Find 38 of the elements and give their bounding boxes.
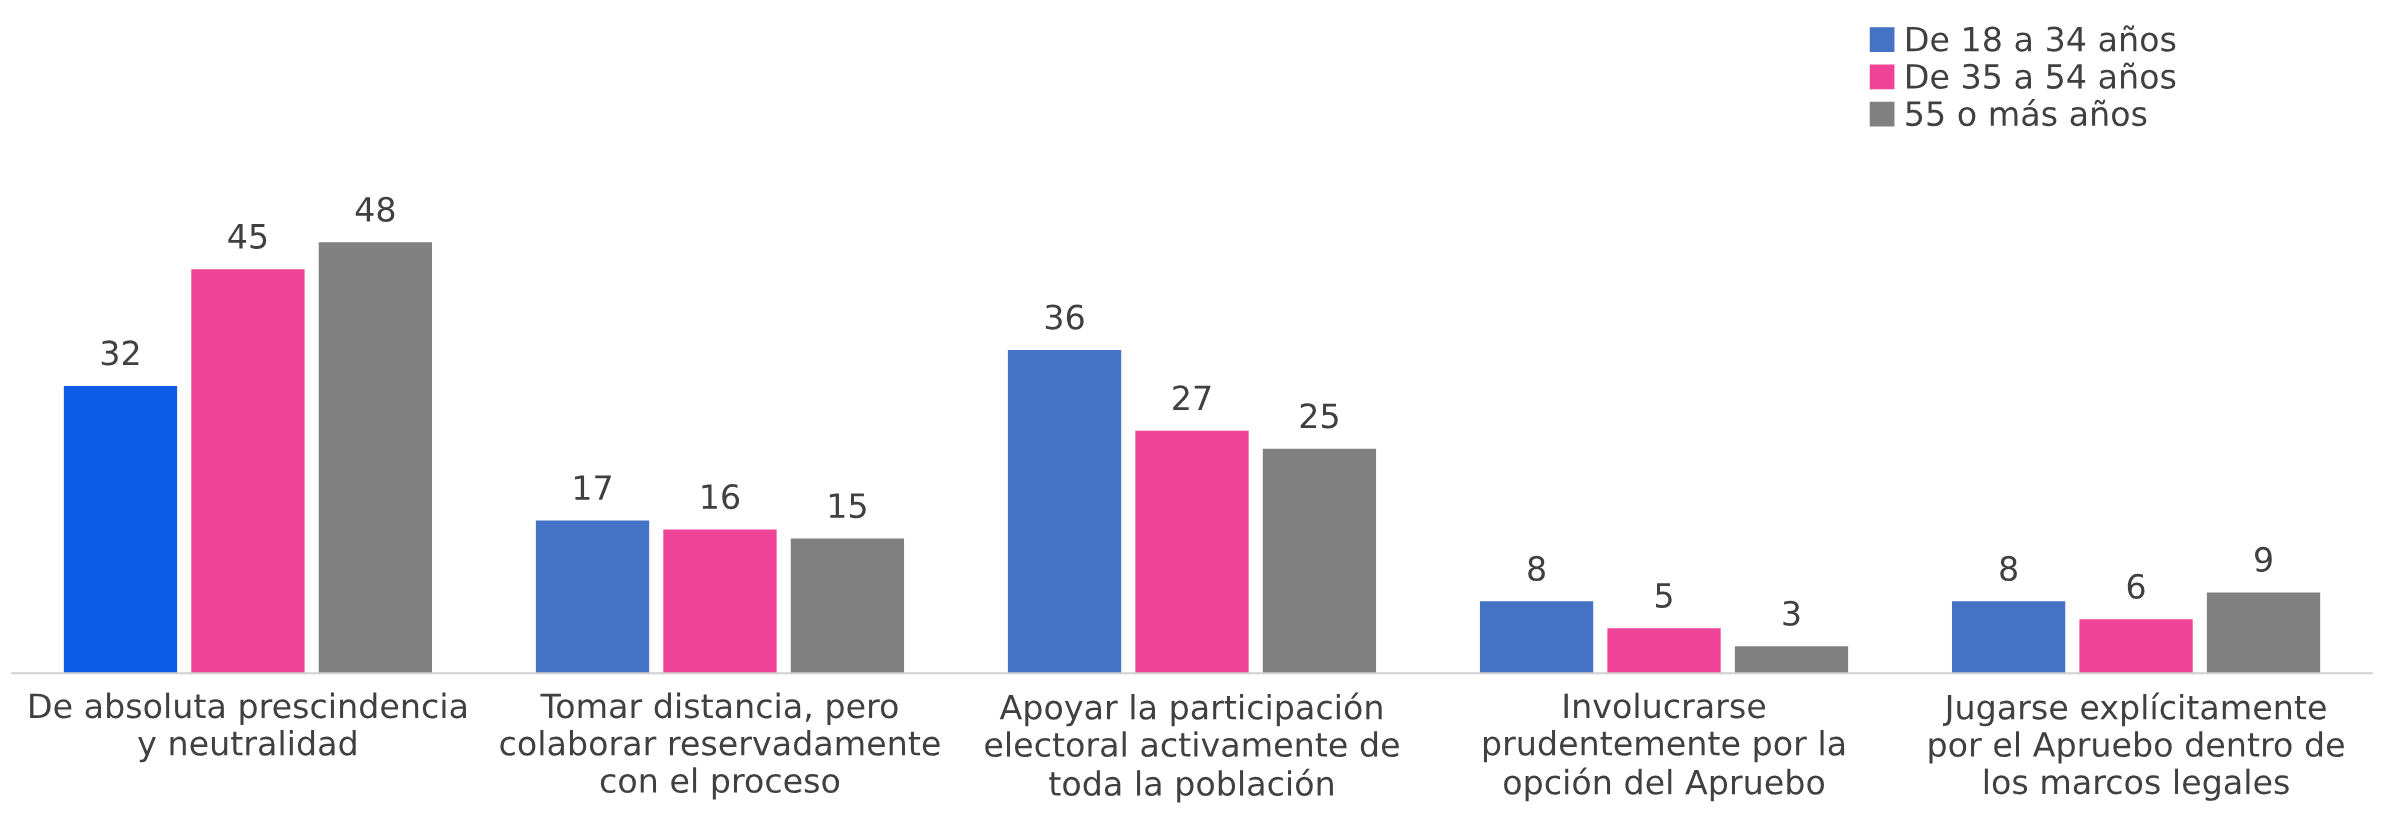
- data-label: 15: [829, 493, 866, 519]
- bar: [191, 269, 305, 674]
- data-label: 45: [228, 224, 267, 249]
- x-tick-label: Involucrarse prudentemente por la opción del Apruebo: [1483, 692, 1845, 802]
- data-label: 6: [2127, 573, 2145, 599]
- bar: [2079, 619, 2193, 674]
- x-tick-label: Apoyar la participación electoral activamente de toda la población: [985, 692, 1399, 803]
- data-label: 16: [702, 483, 740, 510]
- bar: [1734, 646, 1849, 674]
- data-label: 9: [2255, 546, 2272, 573]
- bar: [1262, 448, 1377, 674]
- bar: [663, 529, 777, 674]
- data-label: 8: [2000, 555, 2017, 582]
- bar: [1607, 628, 1721, 674]
- legend-label: 55 o más años: [1906, 99, 2147, 127]
- x-tick-label: Tomar distancia, pero colaborar reservadamente con el proceso: [500, 692, 940, 800]
- legend-label: De 18 a 34 años: [1907, 25, 2176, 52]
- bar: [790, 538, 905, 674]
- data-label: 36: [1045, 304, 1084, 330]
- data-label: 25: [1300, 403, 1338, 429]
- data-label: 5: [1656, 583, 1672, 608]
- data-label: 27: [1173, 385, 1211, 410]
- bar: [1007, 350, 1122, 674]
- bar: [2206, 592, 2321, 674]
- data-label: 17: [574, 475, 611, 500]
- bar: [1951, 601, 2066, 674]
- x-tick-label: Jugarse explícitamente por el Apruebo dentro de los marcos legales: [1929, 692, 2344, 801]
- x-tick-label: De absoluta prescindencia y neutralidad: [30, 692, 466, 763]
- legend-label: De 35 a 54 años: [1907, 62, 2176, 89]
- data-label: 3: [1783, 600, 1800, 626]
- bar: [63, 385, 178, 674]
- data-label: 32: [101, 340, 139, 366]
- bar: [1135, 430, 1249, 674]
- data-label: 8: [1528, 555, 1545, 582]
- bar: [1479, 601, 1594, 674]
- bar: [318, 242, 433, 674]
- data-label: 48: [355, 196, 395, 222]
- bar: [535, 520, 650, 674]
